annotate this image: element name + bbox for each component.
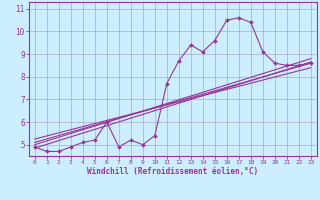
X-axis label: Windchill (Refroidissement éolien,°C): Windchill (Refroidissement éolien,°C) [87, 167, 258, 176]
